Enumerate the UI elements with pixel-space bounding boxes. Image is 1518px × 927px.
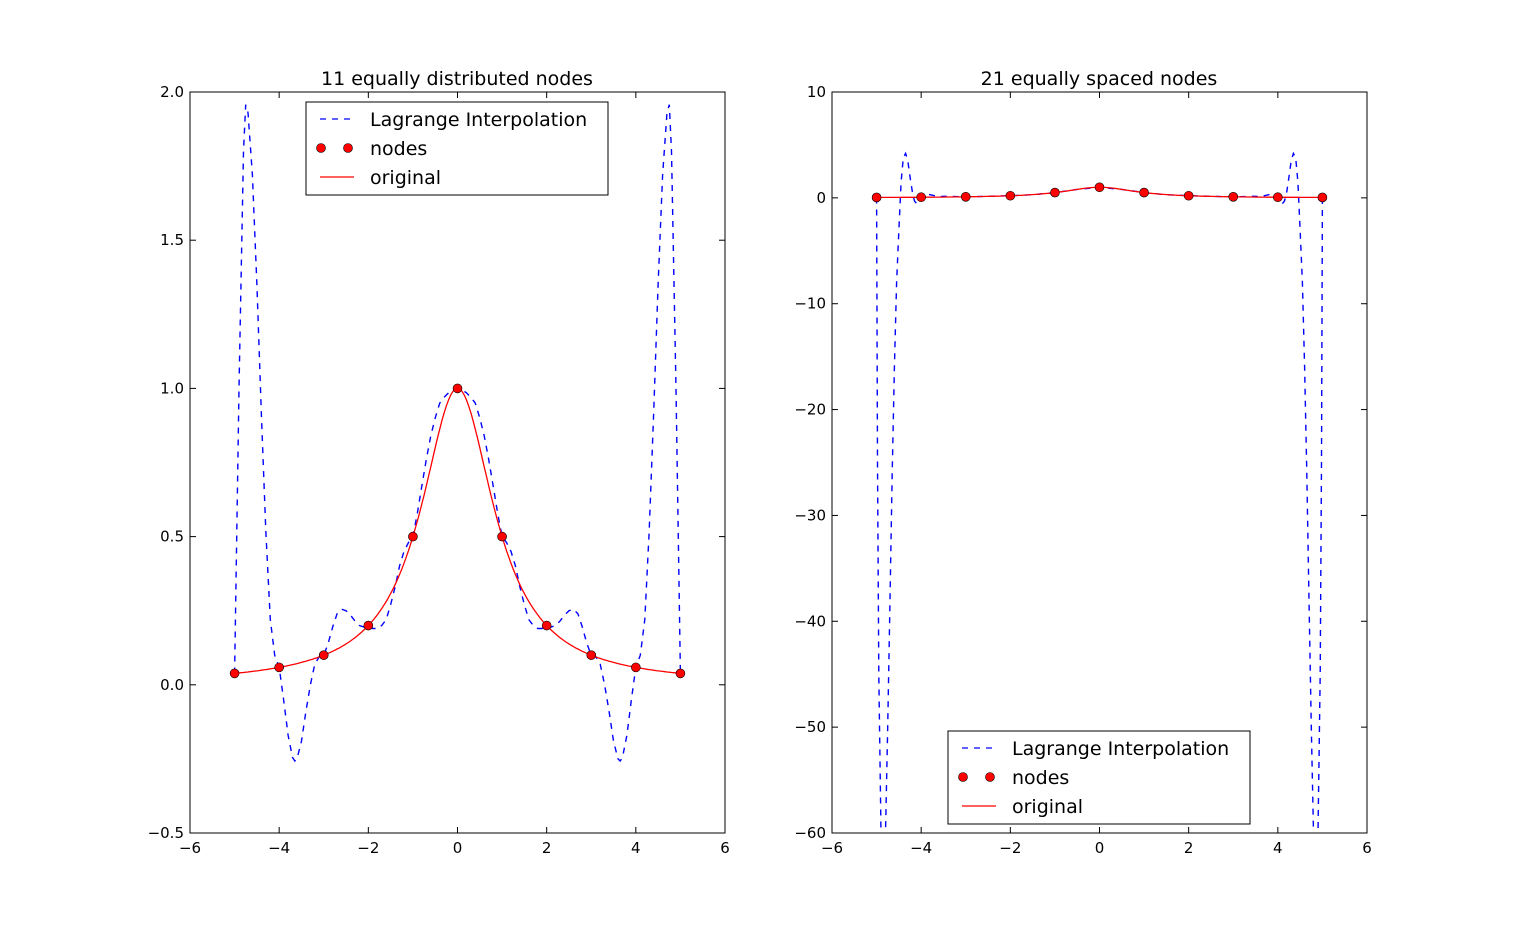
left-xtick-label: −6 [179,839,201,857]
left-node-marker [675,668,686,679]
right-xtick-label: 2 [1184,839,1194,857]
right-subplot: 21 equally spaced nodes −6 −4 −2 0 2 4 6−60−50… [794,68,1371,857]
left-ytick-label: 0.0 [160,676,184,694]
right-xtick-label: 4 [1273,839,1283,857]
right-node-marker [1005,190,1016,201]
right-node-marker [960,191,971,202]
left-subplot-legend: Lagrange Interpolation nodes original [305,101,609,196]
right-node-marker [1183,190,1194,201]
left-node-marker [229,668,240,679]
left-xtick-label: 0 [453,839,463,857]
right-node-marker [1273,192,1283,203]
left-ytick-label: −0.5 [148,824,184,842]
left-subplot-title: 11 equally distributed nodes [321,68,593,90]
right-ytick-label: −30 [794,506,826,524]
right-node-marker [1094,182,1105,193]
left-node-marker [318,650,329,660]
right-legend-box [947,730,1251,825]
right-node-marker [1317,192,1328,203]
left-subplot-ticks: −6 −4 −2 0 2 4 6 −0.5 0.0 0.5 1.0 1.5 2.0 [148,83,730,857]
left-ytick-label: 0.5 [160,528,184,546]
right-node-marker [1228,191,1239,202]
right-subplot-node-markers [871,182,1328,203]
left-xtick-label: −4 [268,839,290,857]
right-ytick-label: −40 [794,612,826,630]
left-ytick-label: 1.0 [160,379,184,397]
left-ytick-label: 2.0 [160,83,184,101]
right-node-marker [1050,187,1060,198]
right-ytick-label: −60 [794,824,826,842]
left-xtick-label: 6 [720,839,730,857]
left-xtick-label: −2 [357,839,379,857]
left-subplot: 11 equally distributed nodes −6 −4 −2 0 2 4 6−… [148,68,730,857]
right-xtick-label: 6 [1362,839,1372,857]
left-node-marker [408,531,418,542]
left-node-marker [541,620,552,631]
left-legend-box [305,101,609,196]
left-node-marker [631,662,641,673]
right-xtick-label: −2 [999,839,1021,857]
right-node-marker [871,192,882,203]
left-node-marker [497,531,507,542]
right-xtick-label: 0 [1095,839,1105,857]
left-legend-label-nodes: nodes [370,138,427,160]
right-legend-marker-sample [958,772,968,782]
left-node-marker [452,383,463,394]
left-ytick-label: 1.5 [160,231,184,249]
right-ytick-label: −20 [794,401,826,419]
right-legend-marker-sample [985,772,995,782]
left-legend-marker-sample [343,143,353,153]
right-ytick-label: −10 [794,295,826,313]
left-node-marker [363,620,374,631]
right-xtick-label: −4 [910,839,932,857]
left-node-marker [274,662,284,673]
right-xtick-label: −6 [821,839,843,857]
right-node-marker [1139,187,1149,198]
left-xtick-label: 4 [631,839,641,857]
right-ytick-label: −50 [794,718,826,736]
left-legend-marker-sample [316,143,326,153]
right-ytick-label: 10 [807,83,826,101]
right-legend-label-lagrange: Lagrange Interpolation [1012,738,1229,760]
left-xtick-label: 2 [542,839,552,857]
left-subplot-node-markers [229,383,686,679]
left-legend-label-original: original [370,167,441,189]
right-node-marker [916,192,926,203]
right-subplot-title: 21 equally spaced nodes [981,68,1218,90]
left-node-marker [586,650,597,660]
right-legend-label-original: original [1012,796,1083,818]
left-legend-label-lagrange: Lagrange Interpolation [370,109,587,131]
right-subplot-legend: Lagrange Interpolation nodes original [947,730,1251,825]
right-ytick-label: 0 [816,189,826,207]
right-legend-label-nodes: nodes [1012,767,1069,789]
